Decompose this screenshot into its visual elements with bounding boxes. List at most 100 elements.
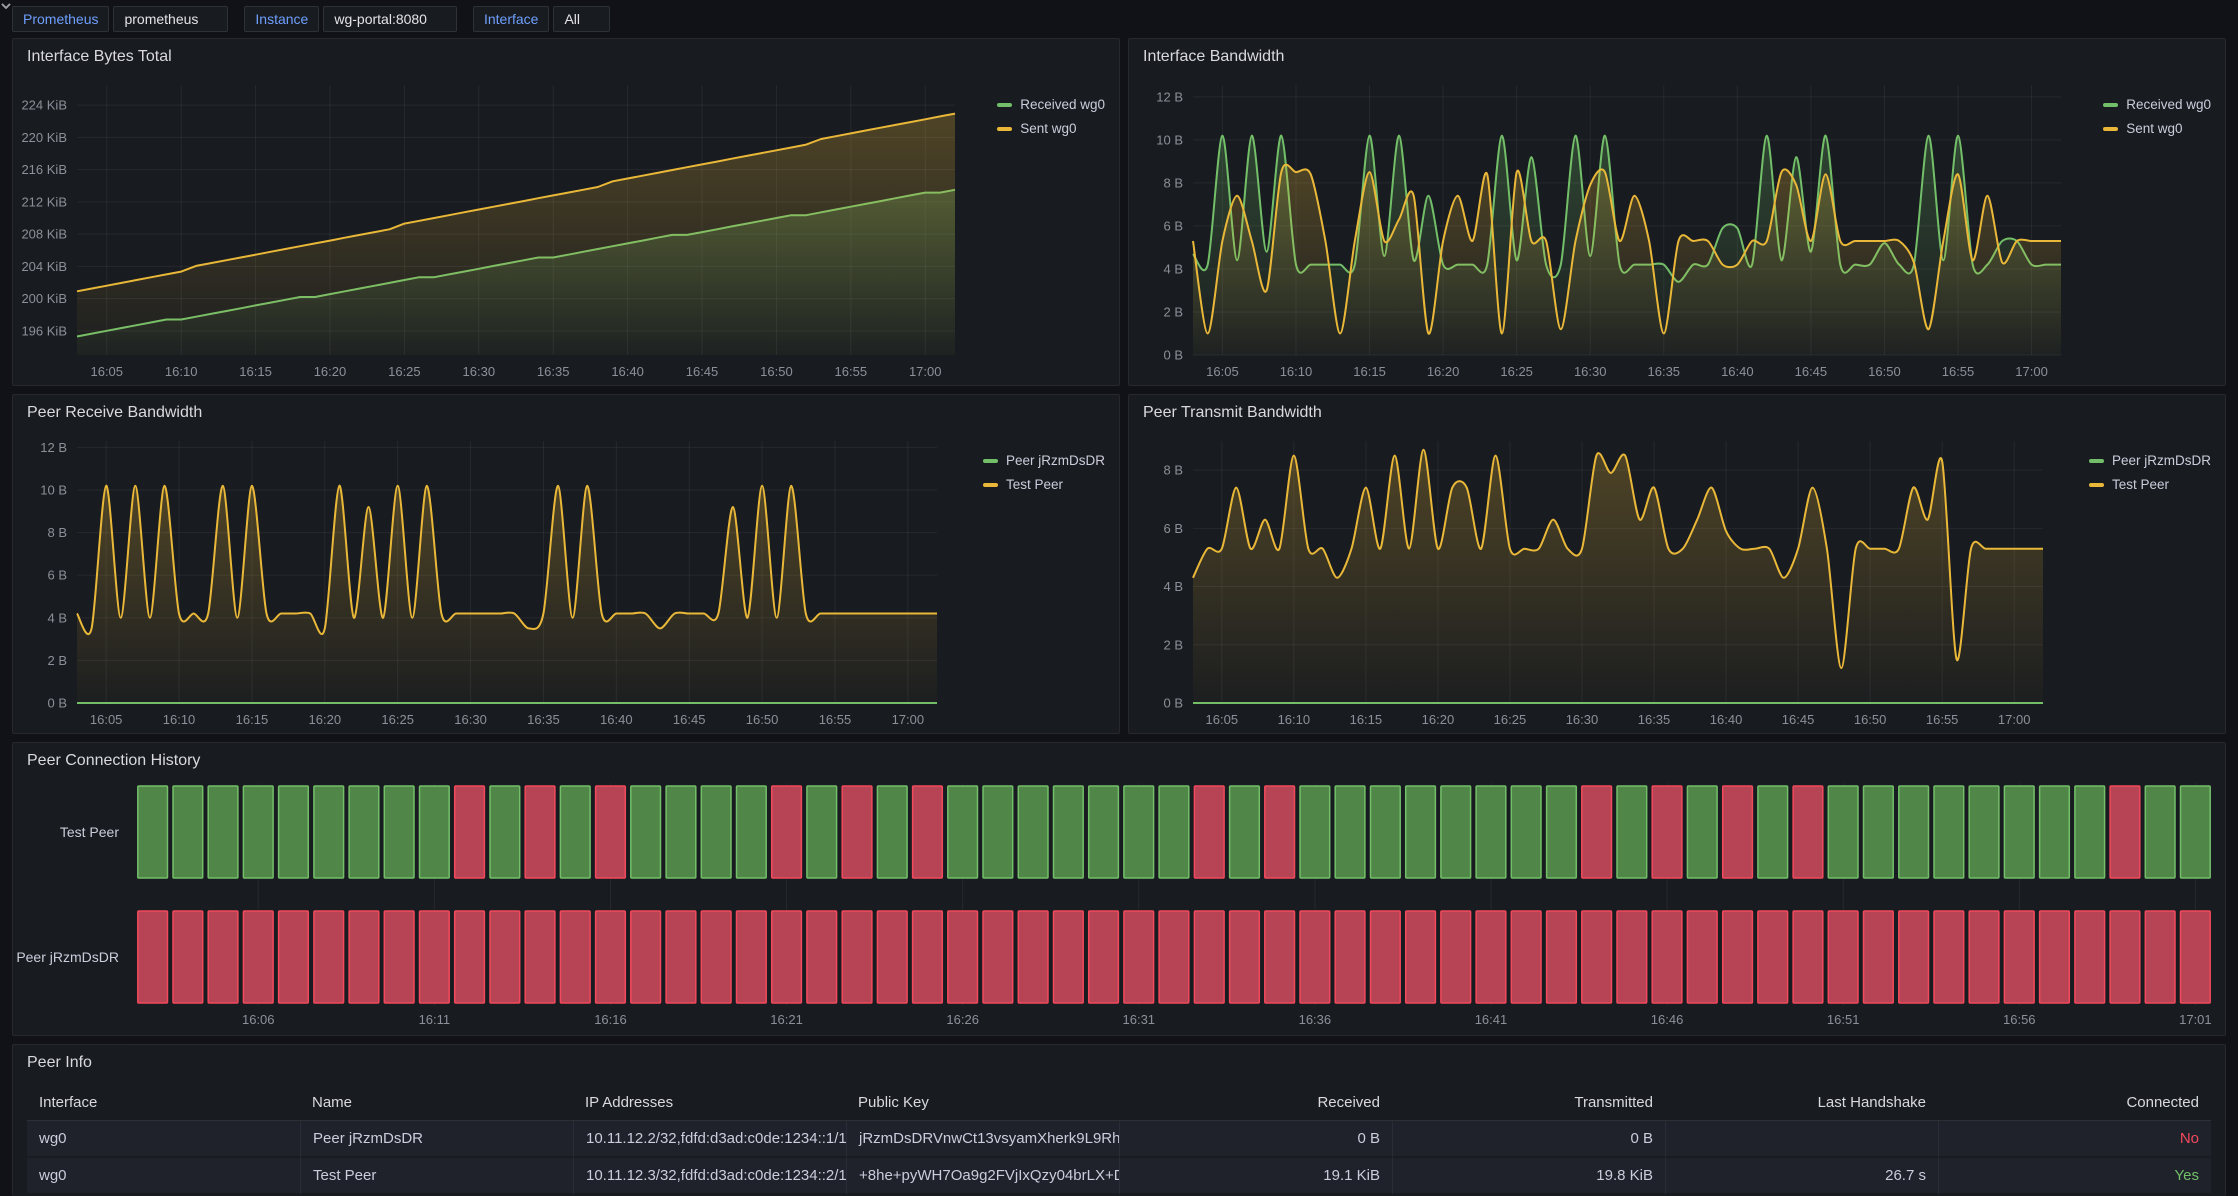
timeline-bar-disconnected	[947, 910, 979, 1004]
legend-item-sent-wg0[interactable]: Sent wg0	[2103, 121, 2211, 136]
column-header-ip-addresses[interactable]: IP Addresses	[573, 1085, 846, 1121]
column-header-received[interactable]: Received	[1119, 1085, 1392, 1121]
timeline-bar-connected	[1545, 785, 1578, 879]
legend-item-test-peer[interactable]: Test Peer	[2088, 477, 2211, 492]
timeline-bar-disconnected	[207, 910, 239, 1004]
timeline-bar-disconnected	[1193, 910, 1225, 1004]
column-header-name[interactable]: Name	[300, 1085, 573, 1121]
variable-dropdown-instance[interactable]: wg-portal:8080	[1, 3, 457, 32]
legend-swatch	[2103, 126, 2119, 131]
timeline-bar-disconnected	[137, 910, 169, 1004]
timeline-bar-disconnected	[911, 910, 944, 1004]
timeline-bar-disconnected	[1581, 910, 1613, 1004]
series-line-test-peer	[76, 484, 937, 636]
cell-connected: Yes	[1938, 1158, 2211, 1195]
timeline-bar-disconnected	[2003, 910, 2035, 1004]
timeline-bar-connected	[1933, 785, 1965, 879]
legend-item-received-wg0[interactable]: Received wg0	[2103, 97, 2211, 112]
chart-plot: 0 B 2 B 4 B 6 B 8 B 10 B 12 B 16:05 16:10 16:15 16…	[40, 440, 937, 727]
legend-item-sent-wg0[interactable]: Sent wg0	[997, 121, 1105, 136]
x-axis-tick: 16:15	[236, 712, 269, 727]
x-axis-tick: 16:55	[819, 712, 852, 727]
x-axis-tick: 16:25	[381, 712, 414, 727]
timeline-bar-disconnected	[1017, 910, 1049, 1004]
timeline-bar-disconnected	[1475, 910, 1507, 1004]
timeline-bar-connected	[172, 785, 204, 879]
state-timeline-chart: Test Peer Peer jRzmDsDR 16:06 16:11 16:16 16:…	[13, 743, 2225, 1035]
timeline-bar-disconnected	[418, 910, 450, 1004]
timeline-bar-disconnected	[524, 910, 556, 1004]
x-axis-tick: 16:16	[594, 1012, 627, 1027]
timeline-bar-disconnected	[1158, 910, 1190, 1004]
x-axis-tick: 16:25	[1494, 712, 1527, 727]
panel-title[interactable]: Peer Connection History	[27, 752, 201, 769]
x-axis-tick: 16:50	[1854, 712, 1887, 727]
timeline-bar-connected	[489, 785, 521, 879]
timeline-bar-disconnected	[383, 910, 415, 1004]
legend-item-peer-jrzmdsdr[interactable]: Peer jRzmDsDR	[2088, 453, 2211, 468]
timeline-bar-connected	[1757, 785, 1789, 879]
x-axis-tick: 16:10	[1280, 364, 1313, 379]
chart-legend: Peer jRzmDsDR Test Peer	[2088, 453, 2211, 492]
cell-public-key: jRzmDsDRVnwCt13vsyamXherk9L9RhRo	[846, 1121, 1119, 1158]
cell-received: 19.1 KiB	[1119, 1158, 1392, 1195]
timeline-bar-connected	[1968, 785, 2000, 879]
timeline-bar-connected	[1440, 785, 1472, 879]
column-header-interface[interactable]: Interface	[27, 1085, 300, 1121]
variable-label-prometheus[interactable]: Prometheus	[12, 6, 110, 32]
panel-interface-bytes-total: Interface Bytes Total 196 KiB 200 KiB 204 …	[12, 38, 1120, 386]
x-axis-tick: 16:20	[309, 712, 342, 727]
timeline-bar-connected	[313, 785, 345, 879]
cell-last-handshake: 26.7 s	[1665, 1158, 1938, 1195]
panel-title[interactable]: Peer Receive Bandwidth	[27, 404, 203, 421]
panel-title[interactable]: Interface Bandwidth	[1143, 48, 1285, 65]
x-axis-tick: 16:10	[165, 364, 198, 379]
column-header-transmitted[interactable]: Transmitted	[1392, 1085, 1665, 1121]
y-axis-tick: 2 B	[1163, 304, 1183, 319]
x-axis-tick: 16:40	[1710, 712, 1743, 727]
y-axis-tick: 0 B	[47, 696, 67, 711]
timeline-bar-disconnected	[1510, 910, 1542, 1004]
column-header-connected[interactable]: Connected	[1938, 1085, 2211, 1121]
timeline-bar-disconnected	[1616, 910, 1648, 1004]
x-axis-tick: 16:45	[1795, 364, 1828, 379]
series-area-sent-wg0	[1193, 164, 2061, 355]
x-axis-tick: 16:10	[163, 712, 196, 727]
cell-transmitted: 0 B	[1392, 1121, 1665, 1158]
legend-item-received-wg0[interactable]: Received wg0	[997, 97, 1105, 112]
chart-plot: 0 B 2 B 4 B 6 B 8 B 10 B 12 B 16:05 16:10 16:15 16…	[1156, 85, 2061, 379]
timeline-bar-disconnected	[1404, 910, 1437, 1004]
timeline-bar-disconnected	[2109, 785, 2141, 879]
x-axis-tick: 16:30	[1574, 364, 1607, 379]
x-axis-tick: 16:35	[527, 712, 560, 727]
x-axis-tick: 16:35	[1648, 364, 1681, 379]
timeline-bar-connected	[1334, 785, 1366, 879]
y-axis-tick: 216 KiB	[21, 162, 67, 177]
series-line-test-peer	[1192, 448, 2043, 670]
legend-swatch	[2088, 482, 2104, 487]
panel-title[interactable]: Interface Bytes Total	[27, 48, 172, 65]
panel-title[interactable]: Peer Transmit Bandwidth	[1143, 404, 1322, 421]
variable-label-interface[interactable]: Interface	[472, 6, 550, 32]
timeline-bar-connected	[1404, 785, 1437, 879]
variable-label-instance[interactable]: Instance	[244, 6, 320, 32]
panel-title[interactable]: Peer Info	[27, 1054, 92, 1071]
panel-peer-info: Peer Info Interface Name IP Addresses Publi…	[12, 1044, 2226, 1196]
timeline-bar-disconnected	[313, 910, 345, 1004]
legend-label: Sent wg0	[1020, 121, 1077, 136]
x-axis-tick: 17:01	[2179, 1012, 2212, 1027]
column-header-last-handshake[interactable]: Last Handshake	[1665, 1085, 1938, 1121]
legend-item-test-peer[interactable]: Test Peer	[982, 477, 1105, 492]
x-axis-tick: 16:50	[760, 364, 793, 379]
timeline-bar-connected	[630, 785, 662, 879]
legend-swatch	[2103, 102, 2119, 107]
timeline-bar-disconnected	[2074, 910, 2106, 1004]
cell-transmitted: 19.8 KiB	[1392, 1158, 1665, 1195]
variable-dropdown-prometheus[interactable]: prometheus	[1, 3, 229, 32]
column-header-public-key[interactable]: Public Key	[846, 1085, 1119, 1121]
legend-item-peer-jrzmdsdr[interactable]: Peer jRzmDsDR	[982, 453, 1105, 468]
timeline-bar-disconnected	[1651, 785, 1683, 879]
series-area-sent-wg0	[77, 113, 955, 355]
panel-peer-connection-history: Peer Connection History Test Peer Peer jR…	[12, 742, 2226, 1036]
variable-dropdown-interface[interactable]: All	[1, 3, 611, 32]
